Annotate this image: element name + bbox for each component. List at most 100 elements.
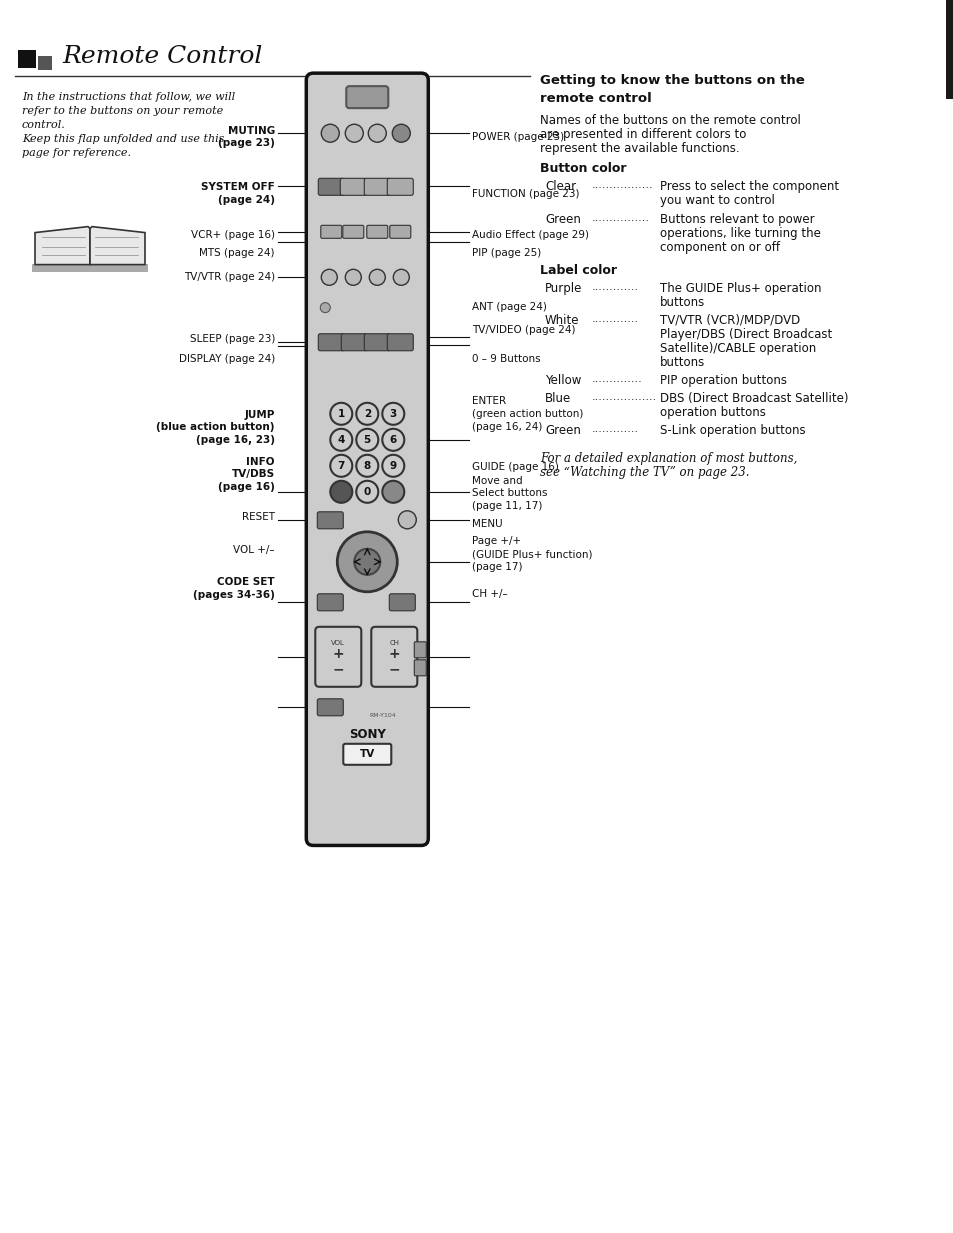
Text: ..............: .............. bbox=[592, 374, 642, 383]
Text: buttons: buttons bbox=[659, 356, 704, 369]
Text: 9: 9 bbox=[390, 461, 396, 471]
Text: PIP operation buttons: PIP operation buttons bbox=[659, 374, 786, 387]
FancyBboxPatch shape bbox=[414, 660, 426, 676]
Text: VOL: VOL bbox=[331, 640, 345, 646]
Text: SYSTEM OFF
(page 24): SYSTEM OFF (page 24) bbox=[201, 182, 274, 205]
Text: Green: Green bbox=[544, 424, 580, 436]
Text: SLEEP (page 23): SLEEP (page 23) bbox=[190, 334, 274, 344]
FancyBboxPatch shape bbox=[371, 626, 416, 687]
Text: FUNCTION (page 23): FUNCTION (page 23) bbox=[472, 189, 578, 199]
FancyBboxPatch shape bbox=[346, 86, 388, 109]
Text: MUTING
(page 23): MUTING (page 23) bbox=[218, 126, 274, 148]
Text: −: − bbox=[388, 663, 399, 677]
Text: Yellow: Yellow bbox=[544, 374, 580, 387]
Circle shape bbox=[321, 269, 337, 285]
Text: TV: TV bbox=[359, 748, 375, 758]
Text: +: + bbox=[388, 647, 399, 661]
FancyBboxPatch shape bbox=[317, 512, 343, 529]
Text: INFO
TV/DBS
(page 16): INFO TV/DBS (page 16) bbox=[218, 456, 274, 492]
FancyBboxPatch shape bbox=[320, 226, 341, 238]
Text: Satellite)/CABLE operation: Satellite)/CABLE operation bbox=[659, 342, 816, 355]
Text: control.: control. bbox=[22, 121, 66, 131]
Text: are presented in different colors to: are presented in different colors to bbox=[539, 128, 745, 141]
Text: buttons: buttons bbox=[659, 296, 704, 309]
Text: Blue: Blue bbox=[544, 392, 571, 404]
Text: 8: 8 bbox=[363, 461, 371, 471]
Circle shape bbox=[355, 481, 378, 503]
FancyBboxPatch shape bbox=[387, 334, 413, 350]
Circle shape bbox=[355, 403, 378, 425]
Text: DISPLAY (page 24): DISPLAY (page 24) bbox=[178, 354, 274, 364]
Circle shape bbox=[330, 429, 352, 451]
FancyBboxPatch shape bbox=[389, 594, 415, 610]
Text: 7: 7 bbox=[337, 461, 345, 471]
Text: Remote Control: Remote Control bbox=[62, 46, 262, 68]
Text: 6: 6 bbox=[389, 435, 396, 445]
Text: MTS (page 24): MTS (page 24) bbox=[199, 248, 274, 258]
Text: Label color: Label color bbox=[539, 264, 617, 277]
Polygon shape bbox=[90, 227, 145, 265]
Text: Player/DBS (Direct Broadcast: Player/DBS (Direct Broadcast bbox=[659, 328, 831, 342]
Text: ANT (page 24): ANT (page 24) bbox=[472, 302, 546, 312]
Text: you want to control: you want to control bbox=[659, 194, 774, 207]
Text: Page +/+
(GUIDE Plus+ function)
(page 17): Page +/+ (GUIDE Plus+ function) (page 17… bbox=[472, 536, 592, 572]
FancyBboxPatch shape bbox=[341, 334, 367, 350]
Text: represent the available functions.: represent the available functions. bbox=[539, 142, 739, 155]
Circle shape bbox=[355, 429, 378, 451]
Text: Audio Effect (page 29): Audio Effect (page 29) bbox=[472, 229, 588, 240]
Text: Press to select the component: Press to select the component bbox=[659, 180, 839, 194]
FancyBboxPatch shape bbox=[364, 179, 390, 195]
Text: page for reference.: page for reference. bbox=[22, 148, 131, 159]
Text: remote control: remote control bbox=[539, 92, 651, 105]
Text: Keep this flap unfolded and use this: Keep this flap unfolded and use this bbox=[22, 134, 224, 144]
Polygon shape bbox=[35, 227, 90, 265]
Text: Clear: Clear bbox=[544, 180, 576, 194]
Circle shape bbox=[368, 125, 386, 142]
FancyBboxPatch shape bbox=[366, 226, 387, 238]
Text: TV/VTR (page 24): TV/VTR (page 24) bbox=[184, 272, 274, 282]
FancyBboxPatch shape bbox=[340, 179, 366, 195]
Circle shape bbox=[337, 531, 396, 592]
Circle shape bbox=[355, 455, 378, 477]
Text: Button color: Button color bbox=[539, 162, 626, 175]
Circle shape bbox=[397, 510, 416, 529]
FancyBboxPatch shape bbox=[317, 699, 343, 716]
Text: 3: 3 bbox=[389, 409, 396, 419]
Text: TV/VTR (VCR)/MDP/DVD: TV/VTR (VCR)/MDP/DVD bbox=[659, 314, 800, 327]
Text: Move and
Select buttons
(page 11, 17): Move and Select buttons (page 11, 17) bbox=[472, 476, 547, 512]
Text: CH +/–: CH +/– bbox=[472, 588, 507, 598]
Text: In the instructions that follow, we will: In the instructions that follow, we will bbox=[22, 92, 234, 102]
Circle shape bbox=[393, 269, 409, 285]
Bar bbox=[18, 49, 36, 68]
Text: VCR+ (page 16): VCR+ (page 16) bbox=[191, 229, 274, 240]
FancyBboxPatch shape bbox=[390, 226, 411, 238]
Text: Purple: Purple bbox=[544, 282, 581, 295]
Text: 2: 2 bbox=[363, 409, 371, 419]
FancyBboxPatch shape bbox=[364, 334, 390, 350]
Text: Buttons relevant to power: Buttons relevant to power bbox=[659, 213, 814, 226]
Circle shape bbox=[330, 403, 352, 425]
Bar bbox=[32, 264, 148, 271]
Text: operation buttons: operation buttons bbox=[659, 406, 765, 419]
FancyBboxPatch shape bbox=[317, 594, 343, 610]
Text: VOL +/–: VOL +/– bbox=[233, 545, 274, 555]
FancyBboxPatch shape bbox=[342, 226, 363, 238]
Text: .............: ............. bbox=[592, 424, 639, 434]
Text: 1: 1 bbox=[337, 409, 345, 419]
Text: operations, like turning the: operations, like turning the bbox=[659, 227, 820, 240]
Circle shape bbox=[382, 455, 404, 477]
Text: SONY: SONY bbox=[349, 729, 385, 741]
FancyBboxPatch shape bbox=[387, 179, 413, 195]
FancyBboxPatch shape bbox=[343, 743, 391, 764]
FancyBboxPatch shape bbox=[318, 179, 344, 195]
Text: −: − bbox=[333, 663, 344, 677]
FancyBboxPatch shape bbox=[414, 642, 426, 657]
Text: CH: CH bbox=[389, 640, 399, 646]
Text: DBS (Direct Broadcast Satellite): DBS (Direct Broadcast Satellite) bbox=[659, 392, 847, 404]
Text: 5: 5 bbox=[363, 435, 371, 445]
Text: PIP (page 25): PIP (page 25) bbox=[472, 248, 540, 258]
Circle shape bbox=[345, 125, 363, 142]
Circle shape bbox=[330, 481, 352, 503]
Text: 0 – 9 Buttons: 0 – 9 Buttons bbox=[472, 354, 540, 364]
Text: GUIDE (page 16): GUIDE (page 16) bbox=[472, 462, 558, 472]
